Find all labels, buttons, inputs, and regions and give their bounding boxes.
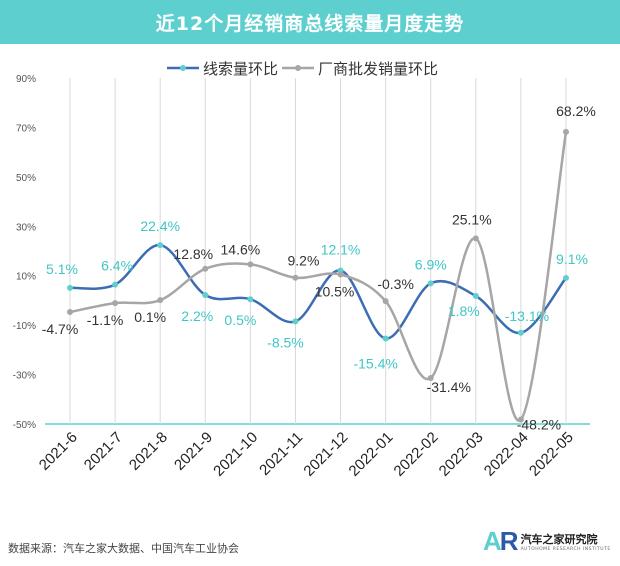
series-lines xyxy=(67,128,569,423)
data-label-series2: -4.7% xyxy=(42,321,79,337)
legend-label-series2: 厂商批发销量环比 xyxy=(318,60,438,78)
point-series1 xyxy=(67,284,73,291)
point-series2 xyxy=(67,309,73,316)
x-tick-label: 2021-9 xyxy=(171,429,216,474)
data-label-series2: 14.6% xyxy=(221,241,261,257)
data-label-series2: -1.1% xyxy=(87,312,124,328)
data-label-series2: -31.4% xyxy=(427,379,471,395)
x-tick-label: 2021-11 xyxy=(256,429,306,479)
brand-name-en: AUTOHOME RESEARCH INSTITUTE xyxy=(520,547,611,552)
y-tick-label: 70% xyxy=(16,123,36,134)
data-label-series1: 6.4% xyxy=(101,258,133,274)
x-axis-ticks: 2021-6 2021-7 2021-8 2021-92021-102021-1120… xyxy=(36,429,577,480)
point-series1 xyxy=(382,335,389,342)
data-label-series1: 0.5% xyxy=(224,312,256,328)
legend-label-series1: 线索量环比 xyxy=(203,60,278,78)
point-series1 xyxy=(517,329,524,336)
data-label-series1: 12.1% xyxy=(321,242,361,258)
y-tick-label: 90% xyxy=(16,74,36,85)
y-tick-label: 30% xyxy=(16,222,36,233)
data-label-series1: -13.1% xyxy=(505,308,549,324)
point-series2 xyxy=(157,297,164,304)
x-tick-label: 2021-8 xyxy=(126,429,171,474)
brand-mark: AR xyxy=(483,526,519,556)
data-label-series2: 68.2% xyxy=(556,103,596,119)
point-series2 xyxy=(382,298,389,305)
x-tick-label: 2021-12 xyxy=(300,429,351,480)
series-line-2 xyxy=(69,131,568,422)
x-tick-label: 2022-04 xyxy=(481,429,532,480)
data-label-series1: -8.5% xyxy=(267,334,304,350)
chart-title: 近12个月经销商总线索量月度走势 xyxy=(0,0,620,44)
point-series2 xyxy=(472,235,479,242)
legend-marker-series1 xyxy=(180,65,186,71)
y-tick-label: -50% xyxy=(13,420,36,431)
y-tick-label: 10% xyxy=(16,272,36,283)
point-series1 xyxy=(157,242,164,249)
x-tick-label: 2021-7 xyxy=(81,429,126,474)
point-series2 xyxy=(292,274,299,281)
data-label-series1: 2.2% xyxy=(181,308,213,324)
data-label-series1: 1.8% xyxy=(448,303,480,319)
legend-marker-series2 xyxy=(295,65,301,71)
point-series2 xyxy=(517,416,524,423)
x-tick-label: 2022-03 xyxy=(436,429,487,480)
point-series1 xyxy=(563,274,569,281)
data-labels: 5.1% 6.4% 22.4% 2.2% 0.5% -8.5% 12.1% -15.4% 6.9… xyxy=(42,103,596,433)
point-series2 xyxy=(563,128,569,135)
x-tick-label: 2021-10 xyxy=(210,429,261,480)
data-label-series2: -0.3% xyxy=(377,276,414,292)
data-label-series1: 6.9% xyxy=(415,256,447,272)
data-label-series2: -48.2% xyxy=(517,417,561,433)
grid xyxy=(45,78,590,425)
y-tick-label: -30% xyxy=(13,371,36,382)
point-series1 xyxy=(202,291,209,298)
point-series2 xyxy=(337,271,344,278)
x-tick-label: 2022-01 xyxy=(346,429,397,480)
brand-name: 汽车之家研究院 xyxy=(520,533,598,546)
x-tick-label: 2022-05 xyxy=(526,429,577,480)
point-series1 xyxy=(112,281,119,288)
point-series1 xyxy=(292,318,299,325)
legend: 线索量环比 厂商批发销量环比 xyxy=(167,60,438,78)
point-series1 xyxy=(427,280,434,287)
point-series1 xyxy=(247,296,254,303)
source-note: 数据来源：汽车之家大数据、中国汽车工业协会 xyxy=(8,542,239,555)
brand-logo: AR 汽车之家研究院 AUTOHOME RESEARCH INSTITUTE xyxy=(483,526,611,557)
y-axis-ticks: 90% 70% 50% 30% 10% -10% -30% -50% xyxy=(13,74,36,431)
data-label-series1: 22.4% xyxy=(140,218,180,234)
x-tick-label: 2022-02 xyxy=(391,429,442,480)
data-label-series2: 0.1% xyxy=(134,309,166,325)
data-label-series2: 25.1% xyxy=(452,211,492,227)
y-tick-label: -10% xyxy=(13,321,36,332)
data-label-series2: 10.5% xyxy=(315,283,355,299)
x-tick-label: 2021-6 xyxy=(36,429,81,474)
line-chart: 90% 70% 50% 30% 10% -10% -30% -50% 2021-6 2021-7… xyxy=(13,60,596,480)
point-series2 xyxy=(247,261,254,268)
point-series2 xyxy=(202,265,209,272)
point-series2 xyxy=(112,300,119,307)
data-label-series2: 12.8% xyxy=(173,246,213,262)
data-label-series2: 9.2% xyxy=(287,253,319,269)
data-label-series1: 5.1% xyxy=(46,261,78,277)
data-label-series1: 9.1% xyxy=(556,251,588,267)
point-series1 xyxy=(472,292,479,299)
data-label-series1: -15.4% xyxy=(353,355,397,371)
y-tick-label: 50% xyxy=(16,173,36,184)
point-series2 xyxy=(427,375,434,382)
